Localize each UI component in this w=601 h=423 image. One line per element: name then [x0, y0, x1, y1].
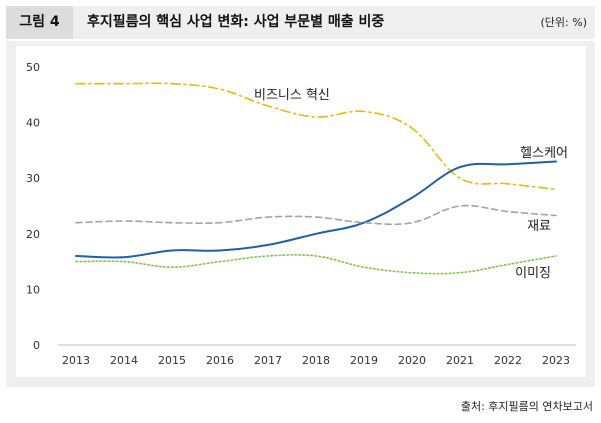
series-line-business-innovation: [75, 82, 557, 191]
series-line-healthcare: [75, 160, 557, 259]
x-tick-label: 2021: [446, 354, 474, 367]
series-label: 재료: [527, 219, 551, 234]
series-line-materials: [75, 204, 557, 226]
y-tick-label: 0: [33, 339, 40, 352]
x-tick-label: 2019: [350, 354, 378, 367]
plot-area: [16, 46, 586, 377]
x-tick-label: 2015: [158, 354, 186, 367]
chart-title: 후지필름의 핵심 사업 변화: 사업 부문별 매출 비중: [87, 14, 385, 30]
header-divider: [6, 39, 595, 41]
y-tick-label: 20: [26, 228, 40, 241]
source-note: 출처: 후지필름의 연차보고서: [460, 400, 593, 413]
y-tick-label: 40: [26, 117, 40, 130]
x-tick-label: 2018: [302, 354, 330, 367]
x-tick-label: 2017: [254, 354, 282, 367]
x-tick-label: 2016: [206, 354, 234, 367]
x-tick-label: 2014: [110, 354, 138, 367]
figure-label: 그림 4: [6, 6, 73, 39]
y-tick-label: 30: [26, 172, 40, 185]
x-tick-label: 2013: [62, 354, 90, 367]
x-tick-label: 2020: [398, 354, 426, 367]
x-tick-label: 2022: [494, 354, 522, 367]
series-label: 이미징: [515, 266, 551, 281]
y-tick-label: 10: [26, 283, 40, 296]
x-tick-label: 2023: [542, 354, 570, 367]
y-tick-label: 50: [26, 61, 40, 74]
series-line-imaging: [75, 254, 557, 275]
unit-label: (단위: %): [540, 16, 587, 29]
series-label: 헬스케어: [520, 146, 568, 161]
series-label: 비즈니스 혁신: [254, 88, 330, 103]
